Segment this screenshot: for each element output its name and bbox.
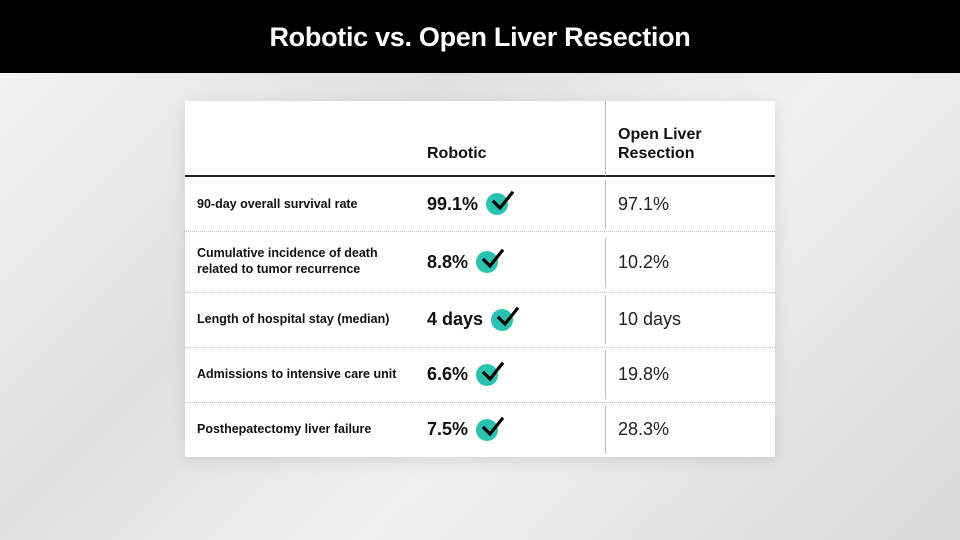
robotic-value: 8.8% — [427, 252, 468, 273]
column-header-metric — [185, 139, 415, 177]
check-icon — [486, 191, 512, 217]
metric-label: 90-day overall survival rate — [185, 183, 415, 227]
comparison-table: Robotic Open Liver Resection 90-day over… — [185, 101, 775, 457]
open-value: 28.3% — [605, 405, 775, 454]
metric-label: Length of hospital stay (median) — [185, 298, 415, 342]
table-row: 90-day overall survival rate 99.1% 97.1% — [185, 177, 775, 232]
open-value: 19.8% — [605, 350, 775, 399]
robotic-value-cell: 7.5% — [415, 403, 605, 457]
open-value: 97.1% — [605, 180, 775, 229]
robotic-value: 6.6% — [427, 364, 468, 385]
robotic-value-cell: 6.6% — [415, 348, 605, 402]
open-value: 10 days — [605, 295, 775, 344]
metric-label: Cumulative incidence of death related to… — [185, 232, 415, 291]
column-header-robotic: Robotic — [415, 120, 605, 177]
robotic-value-cell: 99.1% — [415, 177, 605, 231]
column-header-open: Open Liver Resection — [605, 101, 775, 177]
open-value: 10.2% — [605, 238, 775, 287]
robotic-value: 99.1% — [427, 194, 478, 215]
robotic-value: 4 days — [427, 309, 483, 330]
page-title: Robotic vs. Open Liver Resection — [0, 22, 960, 53]
table-row: Admissions to intensive care unit 6.6% 19.… — [185, 348, 775, 403]
robotic-value-cell: 8.8% — [415, 235, 605, 289]
table-body: 90-day overall survival rate 99.1% 97.1% Cu… — [185, 177, 775, 456]
check-icon — [491, 307, 517, 333]
table-row: Posthepatectomy liver failure 7.5% 28.3% — [185, 403, 775, 457]
table-header-row: Robotic Open Liver Resection — [185, 101, 775, 177]
check-icon — [476, 362, 502, 388]
table-row: Length of hospital stay (median) 4 days 10… — [185, 293, 775, 348]
check-icon — [476, 249, 502, 275]
robotic-value-cell: 4 days — [415, 293, 605, 347]
title-bar: Robotic vs. Open Liver Resection — [0, 0, 960, 73]
metric-label: Admissions to intensive care unit — [185, 353, 415, 397]
robotic-value: 7.5% — [427, 419, 468, 440]
check-icon — [476, 417, 502, 443]
metric-label: Posthepatectomy liver failure — [185, 408, 415, 452]
table-row: Cumulative incidence of death related to… — [185, 232, 775, 292]
